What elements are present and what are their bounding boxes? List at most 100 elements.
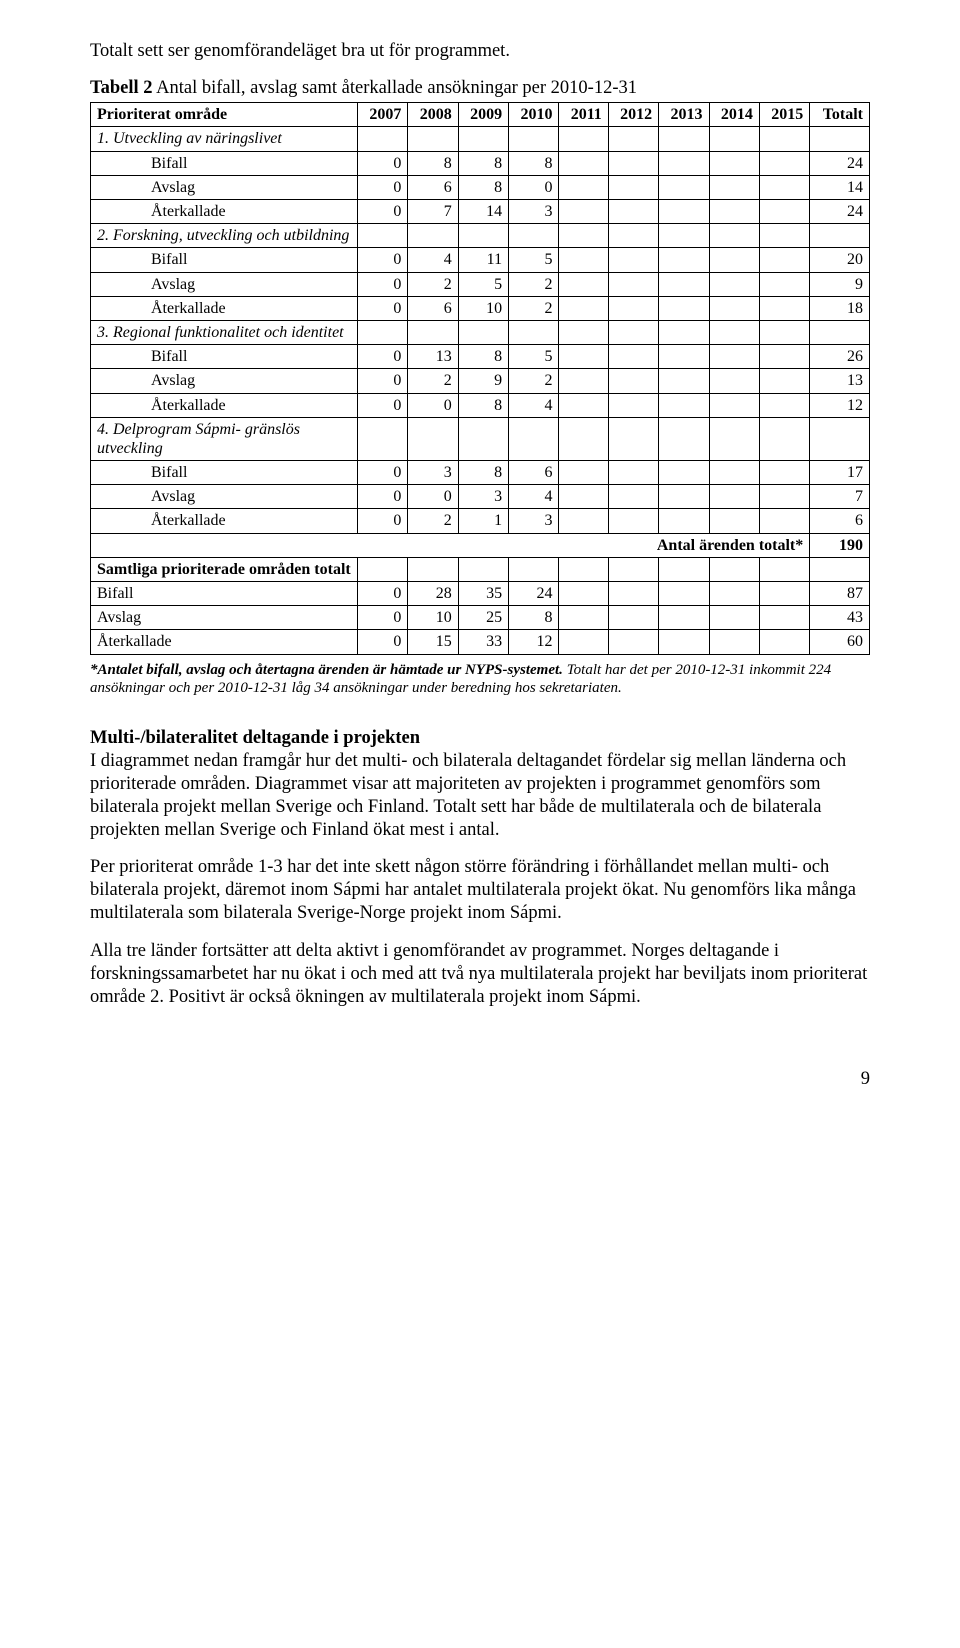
table-cell [759,630,809,654]
table-cell: 3 [458,485,508,509]
table-cell: Återkallade [91,200,358,224]
table-cell [659,557,709,581]
table-section-row: 3. Regional funktionalitet och identitet [91,320,870,344]
table-cell: 1. Utveckling av näringslivet [91,127,358,151]
table-cell: 0 [358,630,408,654]
table-cell: 0 [358,200,408,224]
table-cell: 0 [358,369,408,393]
table-cell: 0 [358,296,408,320]
table-cell: 8 [458,393,508,417]
table-row: Bifall0138526 [91,345,870,369]
table-cell: 8 [509,606,559,630]
table-cell: Återkallade [91,393,358,417]
table-grand-total-row: Antal ärenden totalt*190 [91,533,870,557]
table-cell [509,127,559,151]
table-cell: 5 [509,248,559,272]
table-cell: 5 [458,272,508,296]
summary-label: Samtliga prioriterade områden totalt [91,557,358,581]
table-cell [458,320,508,344]
table-cell [759,127,809,151]
table-cell [759,320,809,344]
table-row: Avslag068014 [91,175,870,199]
document-page: Totalt sett ser genomförandeläget bra ut… [0,0,960,1130]
table-cell [559,272,608,296]
table-cell [509,320,559,344]
table-cell [458,417,508,460]
table-row: Bifall038617 [91,461,870,485]
table-cell: 12 [509,630,559,654]
table-cell [608,151,658,175]
table-cell: Avslag [91,175,358,199]
table-cell: 18 [810,296,870,320]
table-cell [608,393,658,417]
table-cell [559,485,608,509]
table-cell [608,557,658,581]
table-cell: Bifall [91,582,358,606]
table-cell [810,320,870,344]
data-table: Prioriterat område 2007 2008 2009 2010 2… [90,102,870,654]
table-cell: 4 [509,485,559,509]
table-cell: 2. Forskning, utveckling och utbildning [91,224,358,248]
table-cell: 1 [458,509,508,533]
table-cell: 7 [408,200,458,224]
col-header: 2010 [509,103,559,127]
table-cell: 2 [509,369,559,393]
table-cell: 24 [810,200,870,224]
table-cell: Återkallade [91,509,358,533]
table-cell [759,224,809,248]
table-cell [709,296,759,320]
table-cell [659,461,709,485]
table-cell [709,557,759,581]
page-number: 9 [90,1069,870,1090]
table-cell [759,200,809,224]
table-cell: 8 [458,461,508,485]
table-cell: 0 [358,461,408,485]
table-cell [608,296,658,320]
table-cell: 8 [408,151,458,175]
table-cell: 0 [408,485,458,509]
table-cell [608,320,658,344]
table-cell: 24 [810,151,870,175]
table-cell [559,369,608,393]
table-cell: Avslag [91,272,358,296]
table-cell [458,127,508,151]
table-cell: 43 [810,606,870,630]
table-row: Avslag029213 [91,369,870,393]
table-row: Återkallade008412 [91,393,870,417]
table-row: Avslag01025843 [91,606,870,630]
table-cell [408,557,458,581]
table-cell: 13 [408,345,458,369]
table-row: Bifall088824 [91,151,870,175]
table-cell [408,417,458,460]
table-cell [559,127,608,151]
table-row: Bifall028352487 [91,582,870,606]
table-cell: 0 [358,151,408,175]
table-cell [810,127,870,151]
table-cell: 4. Delprogram Sápmi- gränslös utveckling [91,417,358,460]
table-cell [709,393,759,417]
table-cell: 0 [358,393,408,417]
table-cell [559,224,608,248]
table-cell [709,248,759,272]
table-cell [559,320,608,344]
table-cell [659,485,709,509]
table-cell [709,200,759,224]
table-cell: 2 [408,509,458,533]
table-cell: 12 [810,393,870,417]
table-cell: 2 [509,296,559,320]
table-cell: 3 [408,461,458,485]
table-cell: Avslag [91,485,358,509]
table-section-row: 1. Utveckling av näringslivet [91,127,870,151]
table-header-row: Prioriterat område 2007 2008 2009 2010 2… [91,103,870,127]
table-cell [759,461,809,485]
table-cell: Bifall [91,461,358,485]
body-paragraph: Per prioriterat område 1-3 har det inte … [90,856,870,925]
table-cell: 6 [509,461,559,485]
table-cell [759,417,809,460]
table-cell: 11 [458,248,508,272]
table-cell: 2 [509,272,559,296]
table-cell [358,557,408,581]
table-cell [709,461,759,485]
table-cell: 10 [458,296,508,320]
table-cell: 0 [358,272,408,296]
